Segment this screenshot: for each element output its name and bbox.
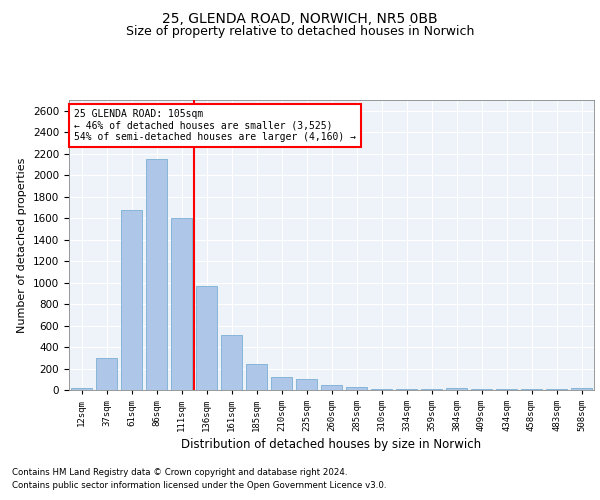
Bar [71, 388, 92, 390]
Bar [221, 335, 242, 390]
Bar [121, 210, 142, 390]
Text: Contains HM Land Registry data © Crown copyright and database right 2024.: Contains HM Land Registry data © Crown c… [12, 468, 347, 477]
Text: 25, GLENDA ROAD, NORWICH, NR5 0BB: 25, GLENDA ROAD, NORWICH, NR5 0BB [162, 12, 438, 26]
Text: 25 GLENDA ROAD: 105sqm
← 46% of detached houses are smaller (3,525)
54% of semi-: 25 GLENDA ROAD: 105sqm ← 46% of detached… [74, 108, 356, 142]
Bar [196, 286, 217, 390]
Bar [321, 385, 342, 390]
Bar [246, 364, 267, 390]
Bar [371, 389, 392, 390]
Text: Contains public sector information licensed under the Open Government Licence v3: Contains public sector information licen… [12, 480, 386, 490]
Bar [146, 159, 167, 390]
X-axis label: Distribution of detached houses by size in Norwich: Distribution of detached houses by size … [181, 438, 482, 451]
Bar [346, 387, 367, 390]
Text: Size of property relative to detached houses in Norwich: Size of property relative to detached ho… [126, 24, 474, 38]
Bar [571, 388, 592, 390]
Bar [296, 380, 317, 390]
Bar [271, 377, 292, 390]
Y-axis label: Number of detached properties: Number of detached properties [17, 158, 28, 332]
Bar [96, 358, 117, 390]
Bar [446, 388, 467, 390]
Bar [171, 218, 192, 390]
